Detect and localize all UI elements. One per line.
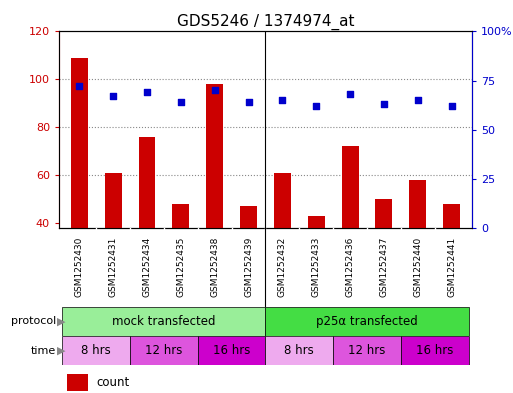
- Bar: [206, 84, 223, 228]
- Point: [177, 99, 185, 105]
- Text: protocol: protocol: [11, 316, 56, 326]
- Text: ▶: ▶: [57, 346, 66, 356]
- Text: mock transfected: mock transfected: [112, 315, 215, 328]
- Bar: [198, 336, 266, 365]
- Point: [447, 103, 456, 109]
- Text: GSM1252433: GSM1252433: [312, 237, 321, 298]
- Point: [380, 101, 388, 107]
- Bar: [139, 137, 155, 228]
- Point: [312, 103, 320, 109]
- Title: GDS5246 / 1374974_at: GDS5246 / 1374974_at: [176, 14, 354, 30]
- Bar: [266, 336, 333, 365]
- Text: GSM1252432: GSM1252432: [278, 237, 287, 298]
- Bar: [63, 336, 130, 365]
- Text: GSM1252441: GSM1252441: [447, 237, 456, 298]
- Bar: [342, 147, 359, 228]
- Bar: [67, 374, 88, 391]
- Text: time: time: [31, 346, 56, 356]
- Point: [109, 93, 117, 99]
- Bar: [308, 216, 325, 228]
- Bar: [240, 206, 257, 228]
- Bar: [274, 173, 291, 228]
- Text: 16 hrs: 16 hrs: [416, 344, 453, 357]
- Point: [278, 97, 286, 103]
- Point: [346, 91, 354, 97]
- Bar: [172, 204, 189, 228]
- Text: 8 hrs: 8 hrs: [284, 344, 314, 357]
- Bar: [409, 180, 426, 228]
- Text: GSM1252439: GSM1252439: [244, 237, 253, 298]
- Text: p25α transfected: p25α transfected: [316, 315, 418, 328]
- Text: GSM1252430: GSM1252430: [75, 237, 84, 298]
- Text: GSM1252436: GSM1252436: [346, 237, 354, 298]
- Bar: [63, 307, 266, 336]
- Point: [211, 87, 219, 94]
- Bar: [376, 199, 392, 228]
- Bar: [266, 307, 468, 336]
- Text: GSM1252431: GSM1252431: [109, 237, 117, 298]
- Bar: [130, 336, 198, 365]
- Text: 12 hrs: 12 hrs: [145, 344, 183, 357]
- Point: [245, 99, 253, 105]
- Text: GSM1252434: GSM1252434: [143, 237, 151, 298]
- Bar: [105, 173, 122, 228]
- Text: 8 hrs: 8 hrs: [82, 344, 111, 357]
- Point: [413, 97, 422, 103]
- Point: [143, 89, 151, 95]
- Bar: [401, 336, 468, 365]
- Bar: [333, 336, 401, 365]
- Text: GSM1252440: GSM1252440: [413, 237, 422, 298]
- Text: GSM1252438: GSM1252438: [210, 237, 219, 298]
- Point: [75, 83, 84, 90]
- Bar: [443, 204, 460, 228]
- Text: count: count: [96, 376, 129, 389]
- Text: GSM1252435: GSM1252435: [176, 237, 185, 298]
- Text: GSM1252437: GSM1252437: [380, 237, 388, 298]
- Bar: [71, 58, 88, 228]
- Text: 12 hrs: 12 hrs: [348, 344, 386, 357]
- Text: 16 hrs: 16 hrs: [213, 344, 250, 357]
- Text: ▶: ▶: [57, 316, 66, 326]
